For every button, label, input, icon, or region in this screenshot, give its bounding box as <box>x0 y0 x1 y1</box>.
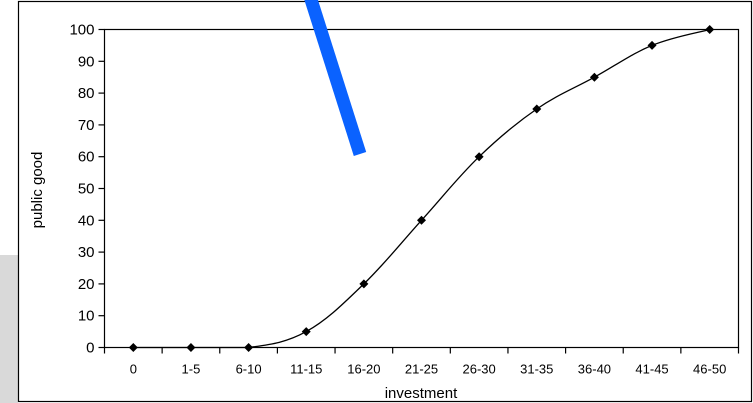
y-tick-label: 30 <box>78 244 95 261</box>
side-panel <box>0 255 18 403</box>
y-axis-title: public good <box>29 152 46 229</box>
data-point-marker <box>532 104 542 114</box>
x-tick-label: 41-45 <box>635 362 668 377</box>
data-point-marker <box>244 343 254 352</box>
x-tick-label: 26-30 <box>463 362 496 377</box>
x-axis-title: investment <box>385 385 458 402</box>
y-tick-label: 80 <box>78 85 95 102</box>
blue-overlay-stroke <box>304 0 367 156</box>
y-tick-label: 60 <box>78 149 95 166</box>
x-tick-label: 6-10 <box>236 362 262 377</box>
y-tick-label: 0 <box>86 340 94 357</box>
y-axis-ticks: 0 10 20 30 40 50 60 70 80 90 100 <box>69 22 105 357</box>
x-tick-label: 31-35 <box>520 362 553 377</box>
x-tick-label: 21-25 <box>405 362 438 377</box>
series-layer <box>128 25 715 352</box>
data-point-marker <box>474 152 484 162</box>
data-point-marker <box>301 327 311 337</box>
data-point-marker <box>359 279 369 289</box>
plot-area <box>103 28 740 349</box>
y-tick-label: 90 <box>78 53 95 70</box>
y-tick-label: 10 <box>78 308 95 325</box>
data-point-marker <box>128 343 138 352</box>
data-point-marker <box>186 343 196 352</box>
y-tick-label: 40 <box>78 212 95 229</box>
data-point-marker <box>705 25 715 34</box>
x-tick-label: 16-20 <box>347 362 380 377</box>
y-tick-label: 70 <box>78 117 95 134</box>
data-point-marker <box>417 215 426 225</box>
y-tick-label: 50 <box>78 181 95 198</box>
data-point-marker <box>647 40 657 50</box>
chart-frame <box>17 0 753 403</box>
data-point-marker <box>589 72 599 82</box>
x-tick-label: 1-5 <box>182 362 201 377</box>
x-tick-label: 46-50 <box>693 362 726 377</box>
y-tick-label: 100 <box>69 22 94 39</box>
x-axis-ticks: 0 1-5 6-10 11-15 16-20 21-25 26-30 31-35 36-40 41… <box>103 347 740 377</box>
x-tick-label: 36-40 <box>578 362 611 377</box>
y-tick-label: 20 <box>78 276 95 293</box>
x-tick-label: 0 <box>130 362 137 377</box>
x-tick-label: 11-15 <box>290 362 322 377</box>
